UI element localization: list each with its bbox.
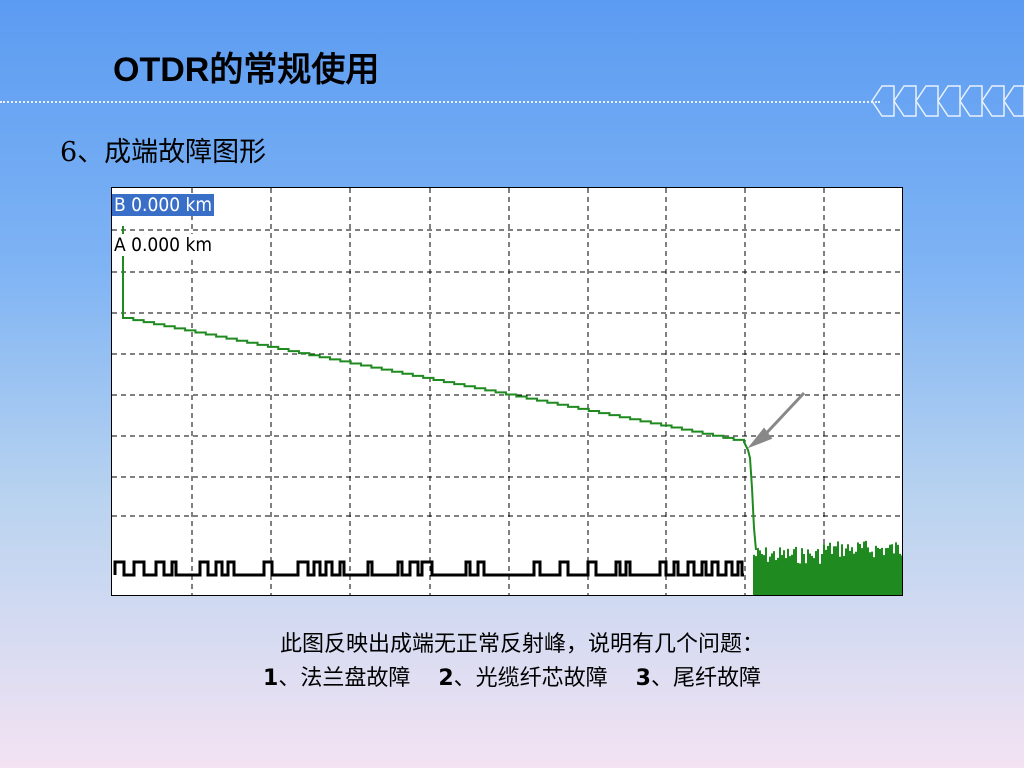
noise-bar	[753, 554, 755, 595]
noise-bar	[895, 542, 897, 595]
noise-bar	[843, 555, 845, 595]
noise-bar	[875, 545, 877, 595]
item-1-number: 1	[263, 666, 279, 691]
noise-bar	[787, 548, 789, 595]
noise-bar	[783, 550, 785, 595]
noise-bar	[775, 560, 777, 595]
slide-title: OTDR的常规使用	[113, 51, 380, 89]
noise-bar	[815, 551, 817, 595]
noise-bar	[845, 548, 847, 595]
noise-bar	[849, 550, 851, 595]
item-3-text: 、尾纤故障	[650, 666, 761, 691]
noise-bar	[863, 541, 865, 595]
noise-bar	[871, 551, 873, 595]
noise-bar	[769, 556, 771, 595]
noise-bar	[859, 544, 861, 595]
noise-bar	[897, 544, 899, 595]
noise-floor	[753, 540, 902, 595]
item-2-text: 、光缆纤芯故障	[453, 666, 608, 691]
noise-bar	[789, 556, 791, 595]
pointer-arrow-icon	[747, 391, 806, 449]
noise-bar	[763, 555, 765, 595]
otdr-trace-panel: B 0.000 km A 0.000 km	[111, 187, 903, 596]
noise-bar	[823, 544, 825, 595]
noise-bar	[757, 548, 759, 595]
slide-subtitle: 6、成端故障图形	[60, 137, 267, 168]
noise-bar	[759, 550, 761, 595]
noise-bar	[797, 562, 799, 595]
noise-bar	[809, 553, 811, 595]
noise-bar	[829, 542, 831, 595]
noise-bar	[827, 545, 829, 595]
noise-bar	[831, 553, 833, 595]
noise-bar	[781, 554, 783, 595]
noise-bar	[861, 548, 863, 595]
noise-bar	[901, 555, 902, 595]
noise-bar	[853, 553, 855, 595]
otdr-trace-graphic	[112, 188, 902, 595]
marker-b-readout: B 0.000 km	[112, 194, 215, 216]
noise-bar	[761, 553, 763, 595]
title-divider	[0, 101, 880, 103]
noise-bar	[785, 558, 787, 595]
noise-bar	[879, 548, 881, 595]
noise-bar	[833, 546, 835, 595]
noise-bar	[839, 556, 841, 595]
caption-line-2: 1、法兰盘故障 2、光缆纤芯故障 3、尾纤故障	[0, 660, 1024, 692]
noise-bar	[891, 544, 893, 595]
caption-line-1: 此图反映出成端无正常反射峰，说明有几个问题：	[279, 632, 764, 657]
noise-bar	[857, 542, 859, 595]
noise-bar	[795, 546, 797, 595]
noise-bar	[881, 547, 883, 595]
noise-bar	[819, 563, 821, 595]
noise-bar	[801, 548, 803, 595]
noise-bar	[877, 547, 879, 595]
noise-bar	[883, 555, 885, 595]
noise-bar	[811, 555, 813, 595]
item-1-text: 、法兰盘故障	[278, 666, 411, 691]
noise-bar	[885, 548, 887, 595]
noise-bar	[855, 551, 857, 595]
item-3-number: 3	[635, 666, 651, 691]
noise-bar	[803, 553, 805, 595]
trace-grid	[112, 188, 902, 595]
noise-bar	[813, 558, 815, 595]
noise-bar	[821, 554, 823, 595]
bottom-pulse-pattern	[113, 560, 744, 577]
noise-bar	[887, 547, 889, 595]
noise-bar	[755, 556, 757, 595]
noise-bar	[893, 553, 895, 595]
noise-bar	[889, 544, 891, 595]
noise-bar	[851, 547, 853, 595]
marker-a-readout: A 0.000 km	[112, 234, 215, 256]
noise-bar	[841, 544, 843, 595]
noise-bar	[779, 547, 781, 595]
noise-bar	[771, 553, 773, 595]
noise-bar	[793, 549, 795, 595]
noise-bar	[869, 552, 871, 595]
noise-bar	[865, 540, 867, 595]
noise-bar	[825, 549, 827, 595]
noise-bar	[873, 557, 875, 595]
noise-bar	[837, 541, 839, 595]
noise-bar	[767, 561, 769, 595]
noise-bar	[805, 563, 807, 595]
noise-bar	[765, 547, 767, 595]
noise-bar	[867, 547, 869, 595]
noise-bar	[777, 557, 779, 595]
item-2-number: 2	[438, 666, 454, 691]
noise-bar	[899, 553, 901, 595]
noise-bar	[799, 563, 801, 595]
noise-bar	[807, 549, 809, 595]
otdr-trace-line	[122, 226, 757, 551]
noise-bar	[773, 551, 775, 595]
noise-bar	[791, 554, 793, 595]
decorative-chevrons-icon	[871, 85, 1024, 117]
noise-bar	[847, 544, 849, 595]
noise-bar	[835, 546, 837, 595]
noise-bar	[817, 549, 819, 595]
